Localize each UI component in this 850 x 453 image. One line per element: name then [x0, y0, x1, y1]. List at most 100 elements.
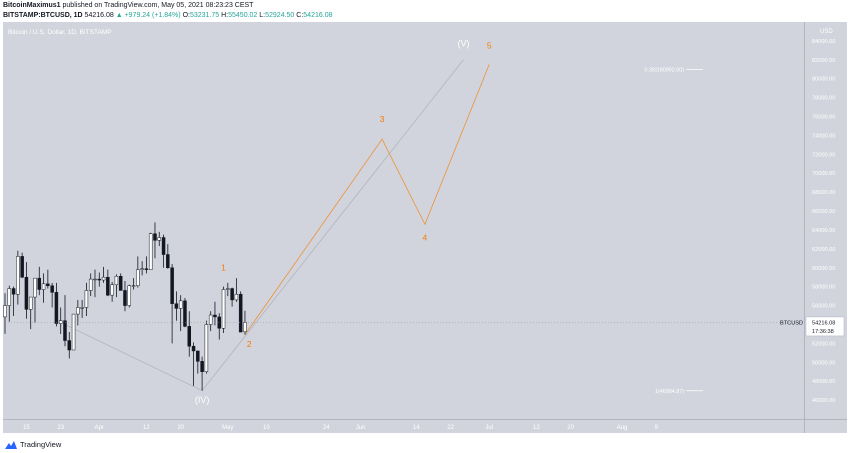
candle-body: [97, 278, 102, 281]
candle-body: [170, 267, 174, 304]
x-tick-label: Aug: [617, 425, 628, 431]
candle-body: [144, 268, 149, 270]
price-chart[interactable]: Bitcoin / U.S. Dollar, 1D, BITSTAMP USD …: [0, 0, 850, 437]
candle-body: [157, 237, 162, 241]
candle-body: [161, 237, 166, 255]
candle-body: [101, 276, 106, 281]
candle-body: [183, 300, 187, 327]
y-tick-label: 68000.00: [812, 190, 835, 196]
candle-body: [84, 290, 89, 308]
candle-body: [238, 293, 243, 333]
y-tick-label: 52000.00: [812, 341, 835, 347]
y-tick-label: 56000.00: [812, 304, 835, 310]
y-tick-label: 46000.00: [812, 398, 835, 404]
x-axis-ticks: 15 23 Apr 12 20 May 10 24 Jun 14 22 Jul 12 20 Aug 9: [23, 425, 659, 431]
candle-body: [200, 361, 204, 372]
wave-label: 5: [487, 40, 492, 50]
candle-body: [136, 269, 140, 286]
high-value: 55450.02: [228, 12, 258, 19]
last-price-marker: BTCUSD 54216.08 17:36:38: [5, 316, 845, 337]
candle-body: [191, 345, 196, 352]
candle-body: [208, 314, 213, 325]
tradingview-icon: [5, 440, 17, 449]
tradingview-logo[interactable]: TradingView: [5, 440, 61, 449]
open-label: O:: [182, 12, 190, 19]
wave-label: (IV): [195, 395, 210, 405]
price-tag-symbol: BTCUSD: [780, 320, 803, 326]
last-price: 54216.08: [84, 12, 114, 19]
x-tick-label: Jun: [356, 425, 366, 431]
candle-body: [204, 324, 209, 372]
candle-body: [41, 283, 46, 290]
low-value: 52924.50: [265, 12, 295, 19]
x-tick-label: 20: [567, 425, 574, 431]
wave-label: 1: [221, 263, 226, 273]
y-tick-label: 62000.00: [812, 247, 835, 253]
chart-title: Bitcoin / U.S. Dollar, 1D, BITSTAMP: [8, 29, 112, 36]
y-tick-label: 64000.00: [812, 228, 835, 234]
wave-label: 2: [247, 339, 252, 349]
candle-body: [234, 293, 239, 301]
candle-body: [178, 300, 183, 309]
candle-body: [71, 313, 76, 351]
candle-body: [50, 285, 54, 293]
y-tick-label: 66000.00: [812, 209, 835, 215]
ohlc-bar: BITSTAMP:BTCUSD, 1D 54216.08 ▲ +979.24 (…: [3, 12, 332, 19]
close-label: C:: [296, 12, 304, 19]
candlesticks: [3, 222, 247, 391]
candle-body: [114, 276, 119, 286]
currency-label: USD: [820, 29, 833, 35]
candle-body: [243, 322, 247, 332]
candle-body: [58, 320, 63, 324]
wave-label: (V): [457, 39, 469, 49]
y-tick-label: 60000.00: [812, 266, 835, 272]
candle-body: [118, 276, 123, 291]
author-name[interactable]: BitcoinMaximus1: [3, 2, 61, 9]
y-tick-label: 84000.00: [812, 39, 835, 45]
time-axis[interactable]: [3, 419, 847, 433]
publish-info: BitcoinMaximus1 published on TradingView…: [3, 2, 253, 9]
x-tick-label: Apr: [95, 425, 104, 431]
y-tick-label: 78000.00: [812, 96, 835, 102]
candle-body: [226, 288, 230, 290]
y-tick-label: 70000.00: [812, 171, 835, 177]
candle-body: [33, 277, 37, 298]
projection-polyline: [244, 64, 490, 335]
open-value: 53231.75: [189, 12, 220, 19]
x-tick-label: 10: [263, 425, 270, 431]
candle-body: [7, 288, 12, 306]
y-tick-label: 74000.00: [812, 133, 835, 139]
candle-body: [131, 285, 136, 287]
wave-label: 4: [423, 232, 428, 242]
x-tick-label: 12: [143, 425, 150, 431]
x-tick-label: 14: [413, 425, 420, 431]
x-tick-label: 15: [23, 425, 30, 431]
candle-body: [213, 314, 217, 318]
price-tag-box: [805, 316, 845, 337]
candle-body: [3, 305, 7, 318]
x-tick-label: 12: [533, 425, 540, 431]
candle-body: [110, 284, 114, 296]
price-tag-countdown: 17:36:38: [812, 329, 834, 335]
candle-body: [140, 268, 144, 270]
candle-body: [16, 256, 20, 295]
candle-body: [80, 307, 84, 309]
fib-label: 0.382(80992.00): [644, 67, 684, 73]
candle-body: [67, 340, 72, 351]
projection-path: [244, 64, 490, 335]
candle-body: [24, 276, 29, 310]
candle-body: [148, 233, 153, 270]
y-tick-label: 48000.00: [812, 379, 835, 385]
price-axis[interactable]: [804, 22, 847, 419]
candle-body: [217, 316, 221, 329]
tradingview-brand: TradingView: [20, 440, 62, 449]
candle-body: [76, 307, 80, 315]
y-tick-label: 80000.00: [812, 77, 835, 83]
candle-body: [174, 303, 179, 309]
x-tick-label: May: [222, 425, 233, 431]
candle-body: [187, 326, 192, 347]
x-tick-label: 22: [447, 425, 454, 431]
candle-body: [127, 285, 132, 306]
y-axis-ticks: 46000.0048000.0050000.0052000.0054000.00…: [812, 39, 835, 404]
plot-area[interactable]: [3, 22, 804, 419]
